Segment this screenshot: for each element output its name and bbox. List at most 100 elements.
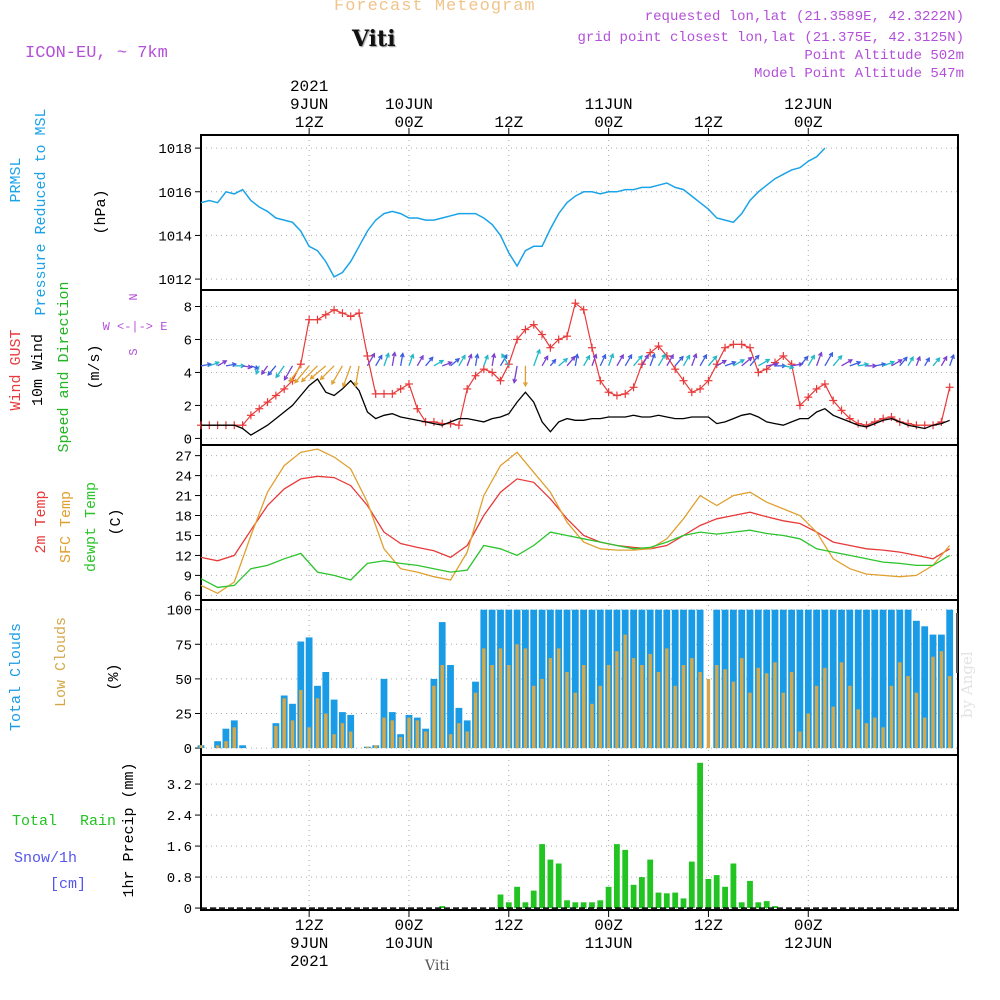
low-cloud-bar bbox=[665, 648, 669, 748]
y-tick-label: 0.8 bbox=[167, 871, 192, 887]
rain-bar bbox=[564, 900, 570, 909]
grid-point-coordinates: grid point closest lon,lat (21.375E, 42.… bbox=[577, 30, 964, 46]
wind-direction-arrow bbox=[200, 362, 213, 368]
low-cloud-bar bbox=[224, 741, 228, 749]
arrow-shaft bbox=[242, 365, 252, 369]
arrow-head bbox=[247, 364, 253, 370]
cloud-unit-label: (%) bbox=[106, 663, 123, 690]
gust-marker bbox=[529, 320, 538, 329]
point-altitude: Point Altitude 502m bbox=[804, 48, 964, 64]
gust-marker bbox=[804, 393, 813, 402]
arrow-shaft bbox=[301, 365, 318, 382]
rain-bar bbox=[547, 859, 554, 908]
model-label: ICON-EU, ~ 7km bbox=[25, 44, 168, 63]
gust-marker bbox=[429, 417, 438, 426]
rain-bar bbox=[539, 844, 545, 908]
y-tick-label: 25 bbox=[175, 707, 192, 723]
total-cloud-bar bbox=[888, 609, 895, 749]
gust-marker bbox=[496, 376, 505, 385]
arrow-shaft bbox=[289, 365, 302, 382]
y-tick-label: 1014 bbox=[158, 229, 192, 245]
watermark-text: by Angel bbox=[958, 651, 976, 718]
arrow-shaft bbox=[874, 363, 886, 367]
rain-bar bbox=[655, 892, 662, 909]
wind-direction-arrow bbox=[841, 359, 854, 367]
arrow-shaft bbox=[858, 363, 869, 367]
arrow-head bbox=[651, 352, 656, 359]
wind-direction-arrow bbox=[491, 352, 497, 366]
pressure-line bbox=[200, 147, 826, 278]
low-cloud-bar bbox=[448, 734, 453, 748]
wind-direction-arrow bbox=[225, 362, 238, 368]
arrow-shaft bbox=[616, 354, 624, 367]
arrow-head bbox=[222, 360, 228, 365]
wind-direction-arrow bbox=[566, 355, 576, 367]
total-cloud-bar bbox=[779, 609, 787, 749]
y-tick-label: 8 bbox=[184, 300, 192, 316]
arrow-head bbox=[897, 359, 903, 364]
arrow-head bbox=[731, 360, 737, 366]
gust-marker bbox=[596, 376, 605, 385]
plot-frame bbox=[200, 134, 959, 911]
arrow-shaft bbox=[400, 353, 404, 366]
gust-marker bbox=[737, 340, 746, 349]
low-cloud-bar bbox=[831, 706, 835, 749]
arrow-shaft bbox=[641, 354, 649, 367]
gust-marker bbox=[296, 360, 305, 369]
y-tick-label: 4 bbox=[184, 366, 192, 382]
wind-direction-arrow bbox=[924, 356, 930, 367]
wind-direction-arrow bbox=[366, 352, 376, 367]
rain-bar bbox=[630, 884, 637, 909]
low-cloud-bar bbox=[873, 717, 877, 748]
gust-marker bbox=[754, 368, 763, 377]
gust-marker bbox=[413, 404, 422, 413]
arrow-shaft bbox=[766, 363, 778, 367]
y-tick-label: 1016 bbox=[158, 186, 192, 202]
y-tick-label: 9 bbox=[184, 569, 192, 585]
gust-marker bbox=[746, 343, 755, 352]
arrow-shaft bbox=[217, 360, 227, 367]
arrow-head bbox=[467, 353, 473, 359]
wind-direction-arrow bbox=[209, 361, 220, 367]
arrow-head bbox=[331, 379, 336, 386]
low-cloud-bar bbox=[715, 665, 719, 748]
arrow-head bbox=[856, 360, 862, 366]
total-cloud-bar bbox=[863, 609, 870, 749]
arrow-shaft bbox=[741, 356, 753, 367]
time-label-bottom: 11JUN bbox=[585, 935, 633, 953]
arrow-head bbox=[942, 355, 948, 361]
low-cloud-bar bbox=[498, 648, 503, 748]
wind-direction-arrow bbox=[375, 354, 383, 367]
total-cloud-bar bbox=[214, 741, 221, 749]
total-cloud-bar bbox=[322, 672, 330, 749]
arrow-head bbox=[828, 351, 834, 357]
gust-marker bbox=[388, 389, 397, 398]
low-cloud-bar bbox=[532, 685, 536, 749]
arrow-shaft bbox=[541, 355, 549, 367]
arrow-head bbox=[712, 355, 718, 361]
arrow-head bbox=[661, 353, 666, 359]
low-cloud-bar bbox=[765, 673, 769, 748]
arrow-shaft bbox=[733, 359, 745, 367]
wind-direction-arrow bbox=[815, 351, 823, 367]
wind-direction-arrow bbox=[458, 354, 466, 367]
model-altitude: Model Point Altitude 547m bbox=[753, 66, 964, 82]
arrow-head bbox=[255, 369, 260, 376]
low-cloud-bar bbox=[465, 731, 469, 749]
wind-direction-arrow bbox=[558, 357, 569, 367]
low-cloud-bar bbox=[324, 713, 328, 749]
low-cloud-bar bbox=[814, 685, 819, 749]
time-label-bottom: 00Z bbox=[395, 917, 424, 935]
low-cloud-label: Low Clouds bbox=[53, 617, 70, 707]
gust-marker bbox=[538, 330, 547, 339]
total-cloud-bar bbox=[871, 609, 879, 749]
low-cloud-bar bbox=[631, 658, 636, 749]
arrow-head bbox=[685, 354, 691, 360]
arrow-shaft bbox=[799, 356, 809, 367]
low-cloud-bar bbox=[332, 734, 336, 748]
gust-marker bbox=[820, 379, 829, 388]
total-cloud-bar bbox=[913, 620, 920, 749]
arrow-shaft bbox=[907, 356, 914, 367]
arrow-shaft bbox=[331, 365, 343, 385]
arrow-shaft bbox=[483, 355, 489, 367]
